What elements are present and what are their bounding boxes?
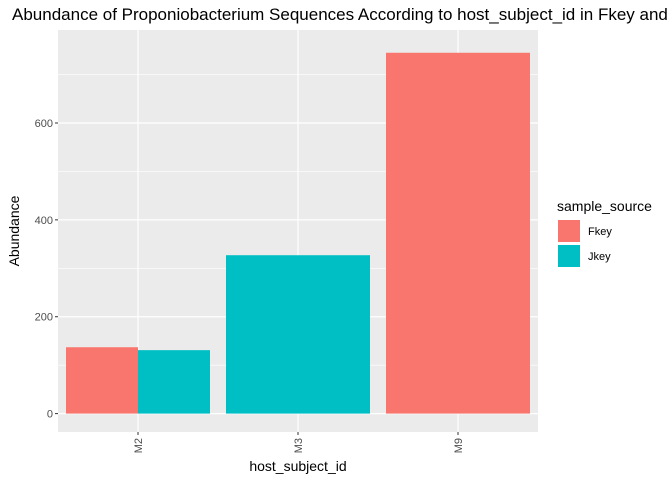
bar-jkey-m3 [226, 255, 370, 414]
legend-label-fkey: Fkey [588, 226, 612, 238]
y-tick-label: 600 [35, 118, 53, 130]
y-tick-label: 200 [35, 312, 53, 324]
y-axis: 0 200 400 600 [35, 118, 58, 421]
x-axis: M2 M3 M9 [133, 432, 465, 453]
x-tick-label: M9 [453, 438, 465, 453]
bar-jkey-m2 [138, 350, 210, 414]
y-tick-label: 400 [35, 215, 53, 227]
y-tick-label: 0 [47, 409, 53, 421]
chart-title: Abundance of Proponiobacterium Sequences… [12, 5, 672, 24]
bar-fkey-m9 [386, 52, 530, 414]
bars [66, 52, 530, 414]
legend: sample_source Fkey Jkey [557, 198, 652, 267]
legend-key-fkey [558, 220, 580, 242]
legend-label-jkey: Jkey [588, 251, 611, 263]
x-tick-label: M2 [133, 438, 145, 453]
legend-key-jkey [558, 245, 580, 267]
x-tick-label: M3 [293, 438, 305, 453]
bar-fkey-m2 [66, 347, 138, 414]
y-axis-title: Abundance [6, 195, 22, 266]
legend-title: sample_source [557, 198, 652, 214]
x-axis-title: host_subject_id [249, 458, 346, 474]
